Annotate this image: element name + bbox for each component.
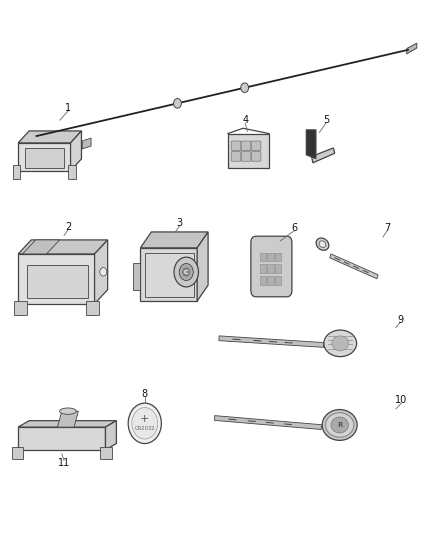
Circle shape bbox=[132, 408, 158, 439]
Polygon shape bbox=[133, 263, 141, 290]
Bar bbox=[268, 253, 274, 261]
Polygon shape bbox=[228, 134, 269, 168]
Polygon shape bbox=[18, 254, 95, 304]
FancyBboxPatch shape bbox=[241, 141, 251, 151]
FancyBboxPatch shape bbox=[251, 152, 261, 161]
Text: 5: 5 bbox=[323, 115, 329, 125]
Polygon shape bbox=[86, 301, 99, 316]
Text: CR2032: CR2032 bbox=[134, 426, 155, 431]
Bar bbox=[27, 159, 38, 165]
Polygon shape bbox=[219, 336, 324, 348]
Ellipse shape bbox=[60, 408, 76, 414]
Polygon shape bbox=[14, 301, 27, 316]
Bar bbox=[260, 264, 266, 273]
FancyBboxPatch shape bbox=[231, 152, 241, 161]
Bar bbox=[260, 253, 266, 261]
Circle shape bbox=[179, 263, 193, 280]
Text: 6: 6 bbox=[291, 223, 297, 233]
Polygon shape bbox=[330, 254, 378, 279]
Circle shape bbox=[70, 170, 75, 176]
Polygon shape bbox=[306, 130, 316, 159]
Polygon shape bbox=[12, 447, 23, 459]
Text: 8: 8 bbox=[142, 389, 148, 399]
Ellipse shape bbox=[316, 238, 329, 251]
Circle shape bbox=[173, 99, 181, 108]
Text: 1: 1 bbox=[65, 103, 71, 113]
Polygon shape bbox=[100, 447, 112, 459]
Polygon shape bbox=[18, 421, 117, 427]
Polygon shape bbox=[106, 421, 117, 450]
Ellipse shape bbox=[319, 241, 326, 247]
Circle shape bbox=[128, 403, 161, 443]
Polygon shape bbox=[25, 148, 64, 168]
Polygon shape bbox=[215, 416, 321, 430]
Text: 3: 3 bbox=[177, 218, 183, 228]
Bar bbox=[268, 264, 274, 273]
Polygon shape bbox=[311, 148, 335, 163]
Circle shape bbox=[183, 268, 190, 276]
Text: 7: 7 bbox=[384, 223, 390, 233]
Polygon shape bbox=[407, 43, 417, 54]
Circle shape bbox=[17, 308, 23, 315]
Polygon shape bbox=[68, 165, 76, 179]
Polygon shape bbox=[13, 165, 20, 179]
Ellipse shape bbox=[324, 330, 357, 357]
Text: 11: 11 bbox=[58, 458, 70, 468]
Polygon shape bbox=[141, 232, 208, 248]
Text: 10: 10 bbox=[396, 395, 408, 406]
Circle shape bbox=[174, 257, 198, 287]
Text: C: C bbox=[184, 270, 188, 274]
FancyBboxPatch shape bbox=[251, 236, 292, 297]
Polygon shape bbox=[82, 138, 91, 149]
Circle shape bbox=[100, 268, 107, 276]
Polygon shape bbox=[71, 131, 81, 171]
Polygon shape bbox=[141, 248, 197, 301]
Bar bbox=[268, 276, 274, 285]
Text: 9: 9 bbox=[397, 314, 403, 325]
FancyBboxPatch shape bbox=[231, 141, 241, 151]
FancyBboxPatch shape bbox=[251, 141, 261, 151]
Ellipse shape bbox=[325, 413, 354, 437]
Polygon shape bbox=[95, 240, 108, 304]
Circle shape bbox=[241, 83, 249, 93]
Text: R: R bbox=[337, 422, 343, 428]
Text: +: + bbox=[140, 414, 149, 424]
Polygon shape bbox=[197, 232, 208, 301]
Text: 4: 4 bbox=[242, 115, 248, 125]
Text: 2: 2 bbox=[65, 222, 71, 232]
Polygon shape bbox=[18, 143, 71, 171]
Polygon shape bbox=[22, 240, 60, 254]
Circle shape bbox=[14, 450, 20, 458]
Bar bbox=[260, 276, 266, 285]
Ellipse shape bbox=[331, 417, 348, 433]
Polygon shape bbox=[18, 427, 106, 450]
Circle shape bbox=[14, 170, 19, 176]
Ellipse shape bbox=[322, 409, 357, 440]
Circle shape bbox=[103, 450, 110, 458]
Circle shape bbox=[89, 308, 95, 315]
Bar bbox=[276, 276, 282, 285]
FancyBboxPatch shape bbox=[241, 152, 251, 161]
Polygon shape bbox=[18, 240, 108, 254]
Bar bbox=[276, 253, 282, 261]
Bar bbox=[276, 264, 282, 273]
Polygon shape bbox=[57, 411, 78, 427]
Polygon shape bbox=[18, 131, 81, 143]
Ellipse shape bbox=[332, 336, 349, 351]
Polygon shape bbox=[27, 264, 88, 298]
